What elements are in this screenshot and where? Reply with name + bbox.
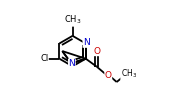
Text: N: N xyxy=(69,59,75,68)
Text: N: N xyxy=(83,38,90,47)
Text: O: O xyxy=(105,71,112,80)
Text: CH$_3$: CH$_3$ xyxy=(121,68,137,80)
Text: Cl: Cl xyxy=(40,54,48,63)
Text: CH$_3$: CH$_3$ xyxy=(64,14,81,26)
Text: O: O xyxy=(93,47,100,56)
